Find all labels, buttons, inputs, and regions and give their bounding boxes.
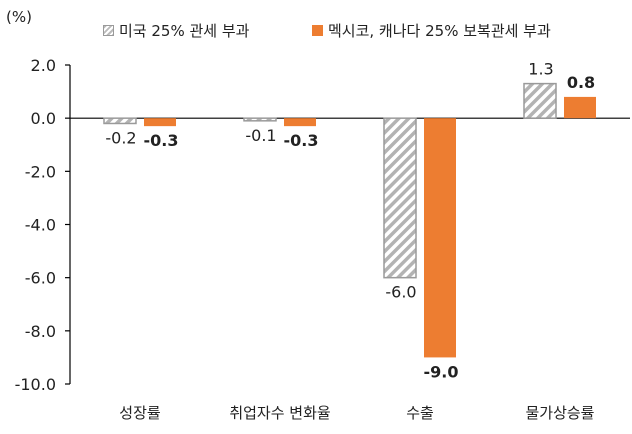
data-label-retaliatory-tariff: 0.8 <box>567 73 595 92</box>
data-label-retaliatory-tariff: -9.0 <box>424 362 459 381</box>
y-tick-label: -8.0 <box>25 322 56 341</box>
y-tick-label: 0.0 <box>31 109 56 128</box>
y-axis-unit-label: (%) <box>6 8 32 26</box>
legend-swatch-solid <box>312 25 323 36</box>
y-tick-label: -6.0 <box>25 269 56 288</box>
legend-label-us-tariff: 미국 25% 관세 부과 <box>119 22 250 40</box>
bar-retaliatory-tariff <box>284 118 316 127</box>
bar-us-tariff <box>523 82 557 119</box>
legend-swatch-hatched <box>103 25 114 36</box>
category-label: 수출 <box>406 404 434 422</box>
legend-item-us-tariff: 미국 25% 관세 부과 <box>103 20 249 41</box>
legend-label-retaliatory-tariff: 멕시코, 캐나다 25% 보복관세 부과 <box>328 22 551 40</box>
data-label-retaliatory-tariff: -0.3 <box>144 131 179 150</box>
data-label-us-tariff: -0.2 <box>105 128 136 147</box>
bar-us-tariff <box>383 117 417 279</box>
data-label-retaliatory-tariff: -0.3 <box>284 131 319 150</box>
data-label-us-tariff: -0.1 <box>245 126 276 145</box>
bar-retaliatory-tariff <box>564 96 596 119</box>
category-label: 물가상승률 <box>525 404 594 422</box>
bar-retaliatory-tariff <box>144 118 176 127</box>
y-tick-label: 2.0 <box>31 56 56 75</box>
category-label: 성장률 <box>119 404 161 422</box>
category-label: 취업자수 변화율 <box>229 404 330 422</box>
y-tick-label: -2.0 <box>25 162 56 181</box>
y-tick-label: -4.0 <box>25 216 56 235</box>
data-label-us-tariff: 1.3 <box>528 60 553 79</box>
legend: 미국 25% 관세 부과 멕시코, 캐나다 25% 보복관세 부과 <box>0 20 632 42</box>
data-label-us-tariff: -6.0 <box>385 283 416 302</box>
bar-us-tariff <box>243 117 277 122</box>
bar-retaliatory-tariff <box>424 118 456 358</box>
bar-us-tariff <box>103 117 137 125</box>
legend-item-retaliatory-tariff: 멕시코, 캐나다 25% 보복관세 부과 <box>312 20 551 41</box>
y-tick-label: -10.0 <box>15 375 56 394</box>
